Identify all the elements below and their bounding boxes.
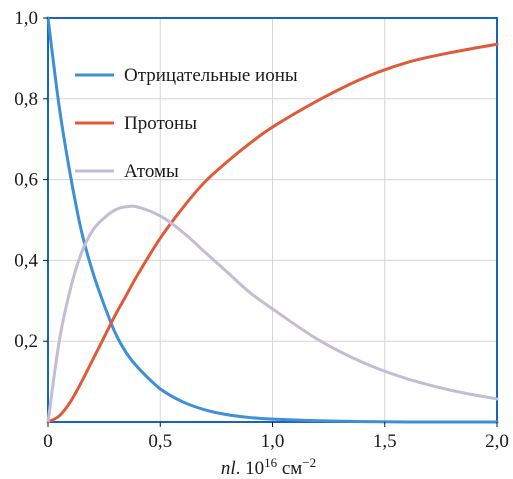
y-tick-label-3: 0,8 [14,89,38,110]
legend-label-1: Протоны [124,113,197,134]
y-tick-label-1: 0,4 [14,250,38,271]
x-axis-title-base: nl [221,458,236,479]
x-tick-label-3: 1,5 [373,431,397,452]
x-axis-title-mantissa: 10 [245,458,264,479]
series-line-2 [46,204,499,424]
x-axis-title-exponent: 16 [264,455,278,470]
series-line-0 [46,16,499,424]
x-tick-label-0: 0 [43,431,53,452]
series-layer [46,16,499,424]
x-tick-label-1: 0,5 [148,431,172,452]
y-tick-label-2: 0,6 [14,170,38,191]
x-axis-ticks: 0 0,5 1,0 1,5 2,0 [43,422,509,452]
grid [48,18,497,422]
x-axis-title-unit-exponent: −2 [302,455,316,470]
y-tick-label-0: 0,2 [14,331,38,352]
x-axis-title-sep: . [236,458,246,479]
legend: Отрицательные ионы Протоны Атомы [75,65,298,182]
x-tick-label-2: 1,0 [261,431,285,452]
x-tick-label-4: 2,0 [485,431,509,452]
legend-label-2: Атомы [124,161,179,182]
x-axis-title-unit: см [277,458,302,479]
x-axis-title: nl. 1016 см−2 [221,455,316,479]
y-axis-ticks: 0,2 0,4 0,6 0,8 1,0 [14,8,48,352]
y-tick-label-4: 1,0 [14,8,38,29]
legend-label-0: Отрицательные ионы [124,65,298,86]
